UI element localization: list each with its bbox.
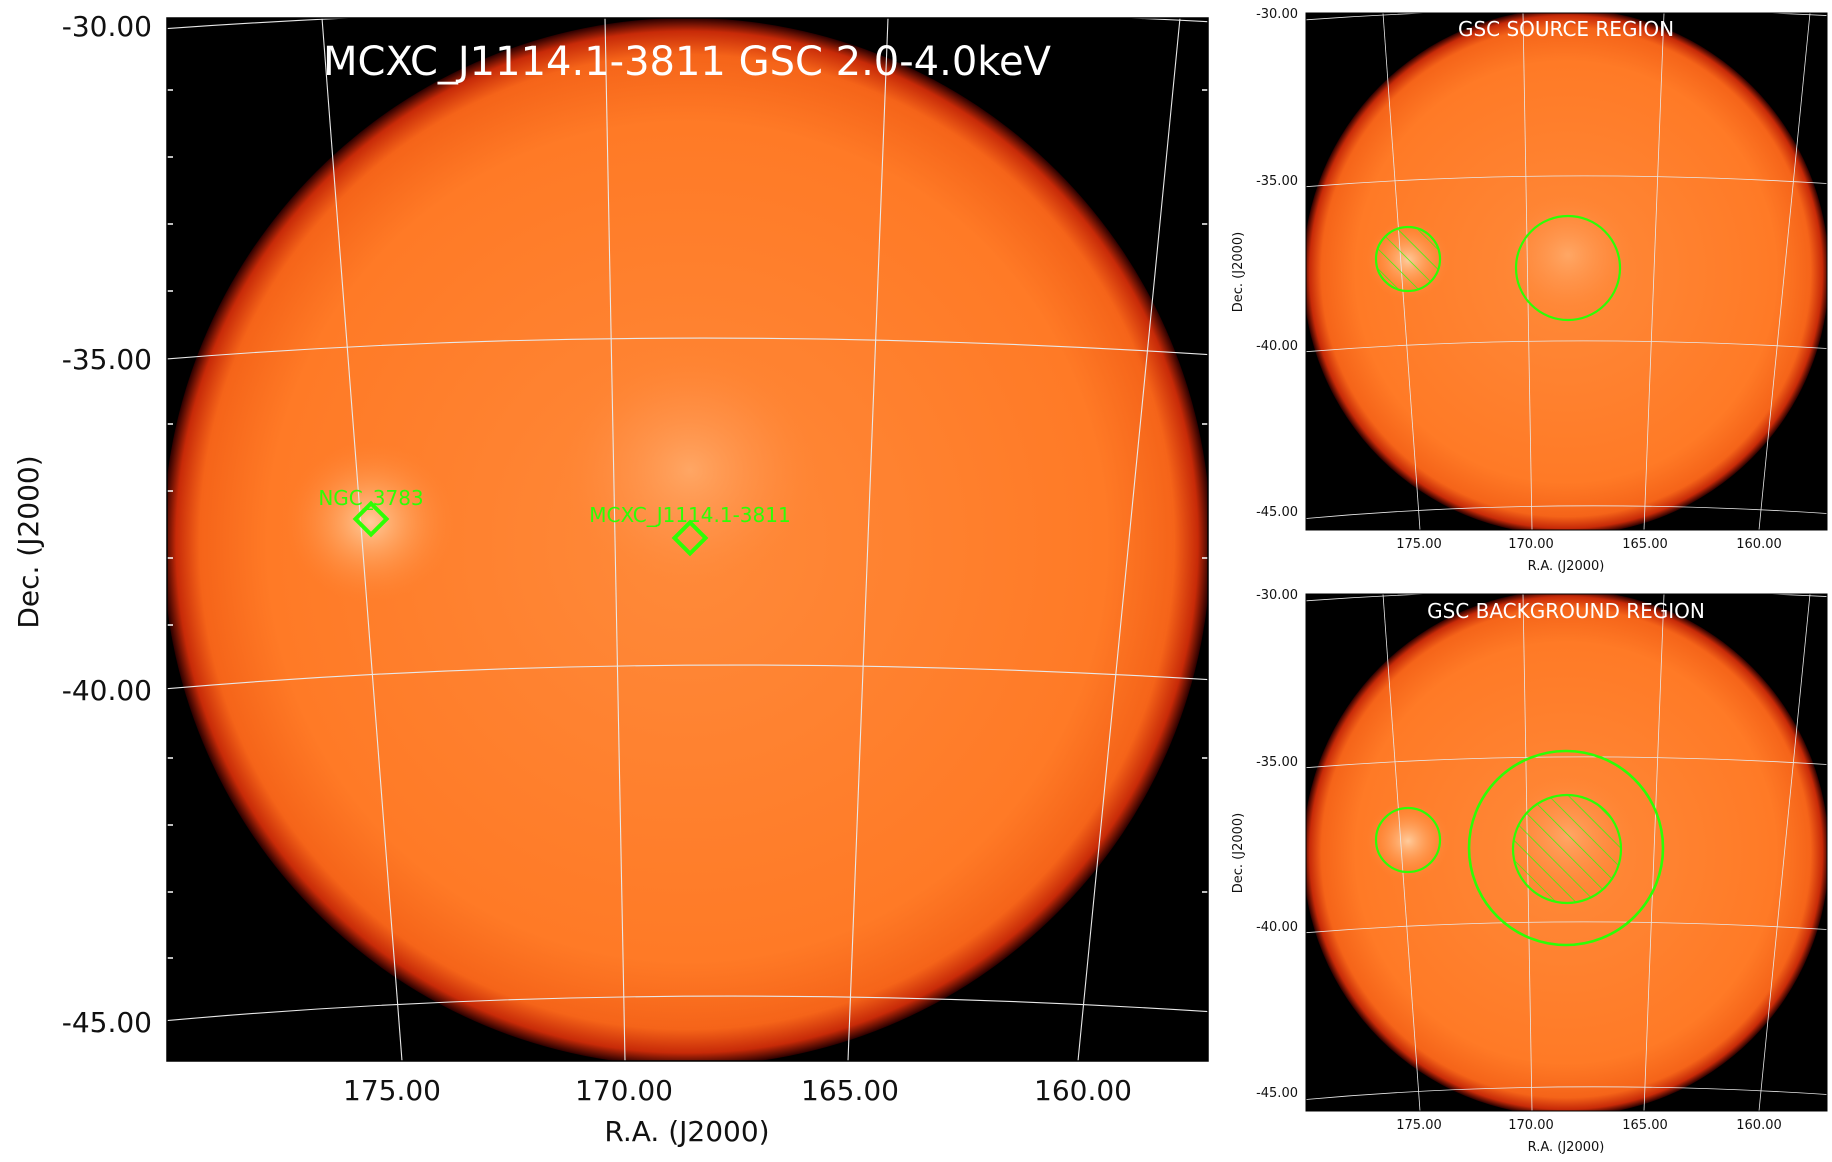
main-dec-ticks: -30.00 -35.00 -40.00 -45.00 (62, 10, 152, 1039)
source-ra-tick: 165.00 (1622, 537, 1668, 552)
background-grid (1306, 594, 1827, 1111)
main-dec-tick: -40.00 (62, 674, 152, 707)
background-annulus-outer[interactable] (1467, 749, 1665, 947)
main-ra-tick: 175.00 (343, 1074, 441, 1107)
background-annulus-inner-excluded[interactable] (1511, 793, 1623, 905)
background-dec-tick: -35.00 (1256, 755, 1298, 770)
background-dec-tick: -45.00 (1256, 1086, 1298, 1101)
source-ylabel: Dec. (J2000) (1231, 232, 1246, 312)
main-cluster-glow (560, 350, 820, 590)
source-frame (1305, 12, 1828, 531)
cluster-marker-icon[interactable] (671, 519, 709, 557)
background-xlabel: R.A. (J2000) (1528, 1140, 1605, 1155)
source-ra-ticks: 175.00 170.00 165.00 160.00 (1396, 537, 1782, 552)
background-ra-ticks: 175.00 170.00 165.00 160.00 (1396, 1118, 1782, 1133)
ngc3783-marker-icon[interactable] (352, 500, 390, 538)
background-panel-title: GSC BACKGROUND REGION (1427, 599, 1705, 623)
main-ngc3783-glow (285, 442, 455, 602)
main-frame (166, 17, 1209, 1062)
main-source-markers: NGC_3783 MCXC_J1114.1-3811 (318, 486, 791, 557)
main-grid (167, 18, 1208, 1061)
background-ra-tick: 160.00 (1736, 1118, 1782, 1133)
background-ngc3783-region[interactable] (1374, 806, 1442, 874)
source-dec-tick: -40.00 (1256, 339, 1298, 354)
background-ra-tick: 170.00 (1508, 1118, 1554, 1133)
main-dec-tick: -30.00 (62, 10, 152, 43)
cluster-label: MCXC_J1114.1-3811 (589, 503, 790, 527)
ngc3783-label: NGC_3783 (318, 486, 423, 510)
source-panel: GSC SOURCE REGION -30.00 -35.00 -40.00 -… (1231, 7, 1828, 574)
main-dec-tick: -45.00 (62, 1006, 152, 1039)
background-dec-tick: -40.00 (1256, 920, 1298, 935)
source-grid (1306, 13, 1827, 530)
source-cluster-glow (1503, 195, 1633, 315)
main-title: MCXC_J1114.1-3811 GSC 2.0-4.0keV (323, 39, 1052, 85)
background-dec-tick: -30.00 (1256, 588, 1298, 603)
source-dec-tick: -30.00 (1256, 7, 1298, 22)
main-ylabel: Dec. (J2000) (12, 455, 45, 628)
background-ra-tick: 175.00 (1396, 1118, 1442, 1133)
background-frame (1305, 593, 1828, 1112)
main-dec-tick: -35.00 (62, 343, 152, 376)
background-panel: GSC BACKGROUND REGION -30.00 -35.00 -40.… (1231, 588, 1828, 1155)
main-panel: NGC_3783 MCXC_J1114.1-3811 MCXC_J1114.1-… (12, 10, 1209, 1148)
background-ra-tick: 165.00 (1622, 1118, 1668, 1133)
source-extraction-region[interactable] (1514, 214, 1622, 322)
background-dec-ticks: -30.00 -35.00 -40.00 -45.00 (1256, 588, 1298, 1101)
source-dec-ticks: -30.00 -35.00 -40.00 -45.00 (1256, 7, 1298, 520)
main-ra-tick: 170.00 (575, 1074, 673, 1107)
source-dec-tick: -45.00 (1256, 505, 1298, 520)
main-xlabel: R.A. (J2000) (604, 1115, 769, 1148)
source-panel-title: GSC SOURCE REGION (1458, 17, 1674, 41)
source-ra-tick: 170.00 (1508, 537, 1554, 552)
main-inner-ticks (167, 89, 1208, 959)
source-dec-tick: -35.00 (1256, 174, 1298, 189)
background-ylabel: Dec. (J2000) (1231, 813, 1246, 893)
source-ra-tick: 160.00 (1736, 537, 1782, 552)
main-ra-ticks: 175.00 170.00 165.00 160.00 (343, 1074, 1132, 1107)
main-ra-tick: 165.00 (801, 1074, 899, 1107)
background-ngc3783-glow (1366, 801, 1450, 881)
source-ra-tick: 175.00 (1396, 537, 1442, 552)
source-ngc3783-excluded-region[interactable] (1374, 225, 1442, 293)
main-ra-tick: 160.00 (1034, 1074, 1132, 1107)
source-xlabel: R.A. (J2000) (1528, 559, 1605, 574)
